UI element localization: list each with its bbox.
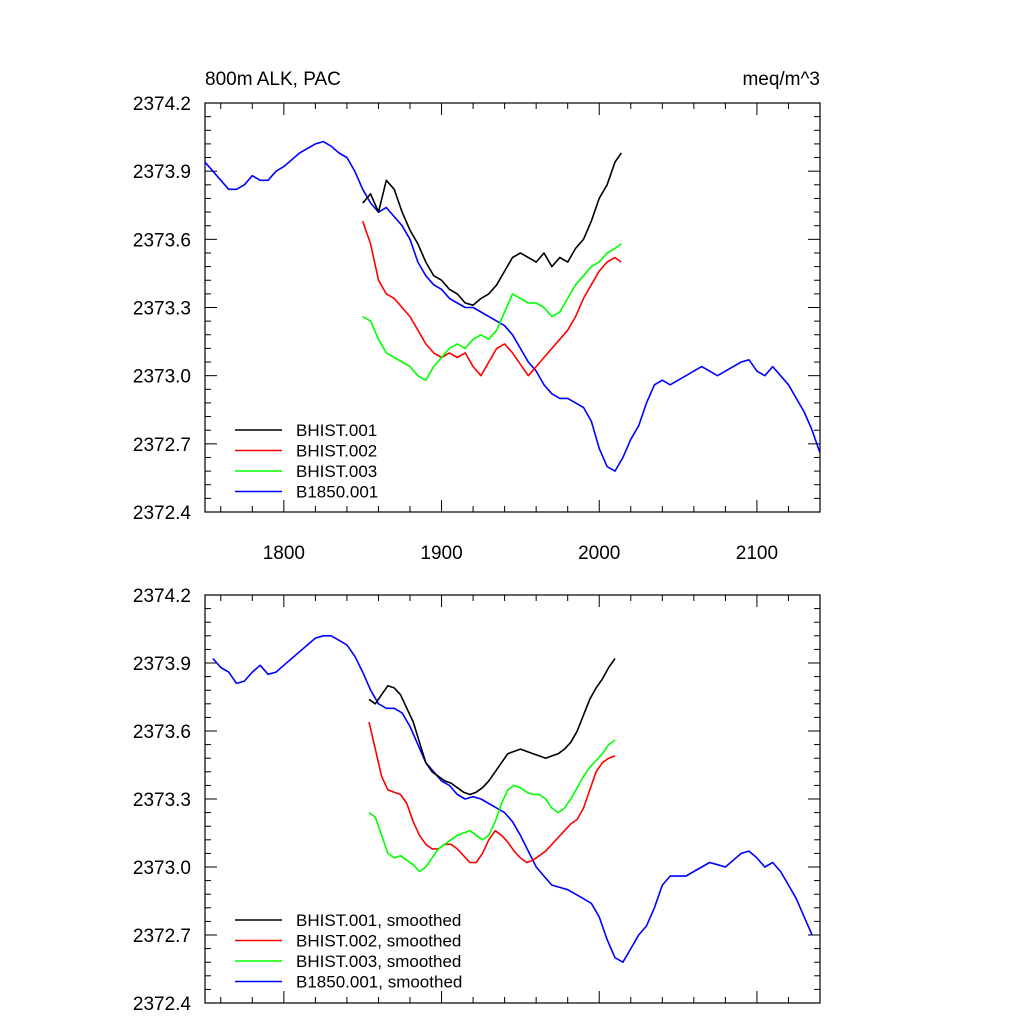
y-tick-label: 2372.4 — [133, 503, 192, 524]
series-line-bhist-002 — [361, 220, 622, 377]
y-tick-label: 2373.6 — [133, 230, 191, 251]
y-tick-label: 2373.0 — [133, 367, 191, 388]
y-tick-label: 2373.6 — [133, 722, 191, 743]
y-tick-label: 2373.0 — [133, 858, 191, 879]
y-tick-label: 2374.2 — [133, 586, 191, 607]
legend-label: B1850.001 — [296, 483, 378, 502]
y-tick-label: 2374.2 — [133, 94, 191, 115]
y-tick-label: 2373.3 — [133, 790, 191, 811]
legend-label: BHIST.001, smoothed — [296, 911, 461, 930]
panel-top: 2372.4 2372.7 2373.0 2373.3 2373.6 2373.9 2374… — [133, 69, 821, 564]
series-line-bhist-002 — [368, 721, 616, 864]
x-tick-label: 2000 — [578, 543, 620, 564]
series-group — [205, 140, 820, 472]
panel-bottom: 2372.4 2372.7 2373.0 2373.3 2373.6 2373.9 2374… — [133, 586, 821, 1015]
series-line-bhist-003 — [368, 739, 616, 873]
legend-label: BHIST.003, smoothed — [296, 952, 461, 971]
series-line-bhist-001 — [368, 658, 616, 796]
series-line-bhist-001 — [362, 152, 622, 306]
legend-label: BHIST.003 — [296, 462, 377, 481]
x-tick-label: 1800 — [263, 543, 305, 564]
x-tick-label: 1900 — [420, 543, 462, 564]
legend-label: BHIST.001 — [296, 421, 377, 440]
y-tick-label: 2372.7 — [133, 926, 191, 947]
legend-label: B1850.001, smoothed — [296, 973, 462, 992]
series-line-b1850-001 — [212, 635, 813, 963]
y-tick-label: 2373.9 — [133, 162, 191, 183]
y-tick-label: 2372.4 — [133, 994, 192, 1015]
y-tick-label: 2373.9 — [133, 654, 191, 675]
units-label: meq/m^3 — [742, 69, 820, 90]
series-line-b1850-001 — [205, 140, 820, 472]
series-group — [212, 635, 813, 963]
series-line-bhist-003 — [362, 243, 622, 381]
legend-label: BHIST.002 — [296, 442, 377, 461]
legend-label: BHIST.002, smoothed — [296, 932, 461, 951]
y-tick-label: 2373.3 — [133, 299, 191, 320]
x-tick-label: 2100 — [736, 543, 778, 564]
y-tick-label: 2372.7 — [133, 435, 191, 456]
chart-title: 800m ALK, PAC — [205, 69, 341, 90]
